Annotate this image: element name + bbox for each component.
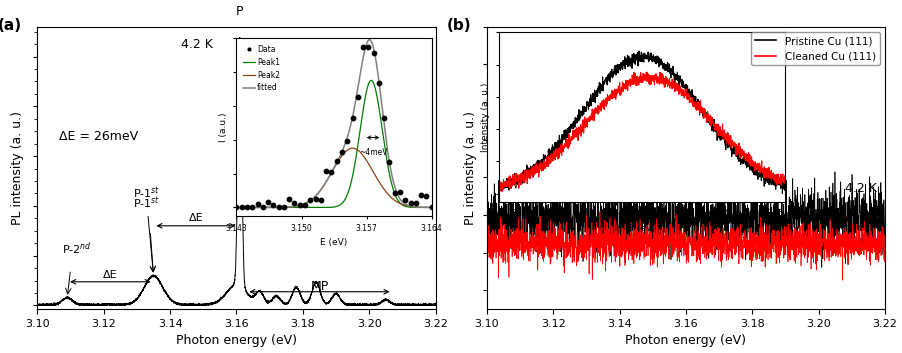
Text: P-1$^{st}$: P-1$^{st}$ — [133, 185, 161, 201]
Text: ΔE: ΔE — [103, 270, 117, 280]
X-axis label: Photon energy (eV): Photon energy (eV) — [625, 334, 746, 347]
Text: ΔE = 26meV: ΔE = 26meV — [60, 130, 138, 143]
X-axis label: Photon energy (eV): Photon energy (eV) — [176, 334, 297, 347]
Text: P: P — [235, 38, 244, 52]
Text: (b): (b) — [446, 18, 471, 33]
Text: 4.2 K: 4.2 K — [180, 38, 212, 51]
Text: MP: MP — [310, 280, 328, 293]
Text: P-1$^{st}$: P-1$^{st}$ — [133, 195, 161, 272]
Text: P: P — [235, 5, 244, 18]
Y-axis label: PL intensity (a. u.): PL intensity (a. u.) — [12, 111, 24, 225]
Text: (a): (a) — [0, 18, 22, 33]
Text: 4.2 K: 4.2 K — [844, 182, 876, 195]
Legend: Pristine Cu (111), Cleaned Cu (111): Pristine Cu (111), Cleaned Cu (111) — [750, 32, 879, 65]
Y-axis label: PL intensity (a. u.): PL intensity (a. u.) — [464, 111, 476, 225]
Text: ΔE: ΔE — [189, 213, 204, 223]
Text: P-2$^{nd}$: P-2$^{nd}$ — [62, 240, 92, 257]
